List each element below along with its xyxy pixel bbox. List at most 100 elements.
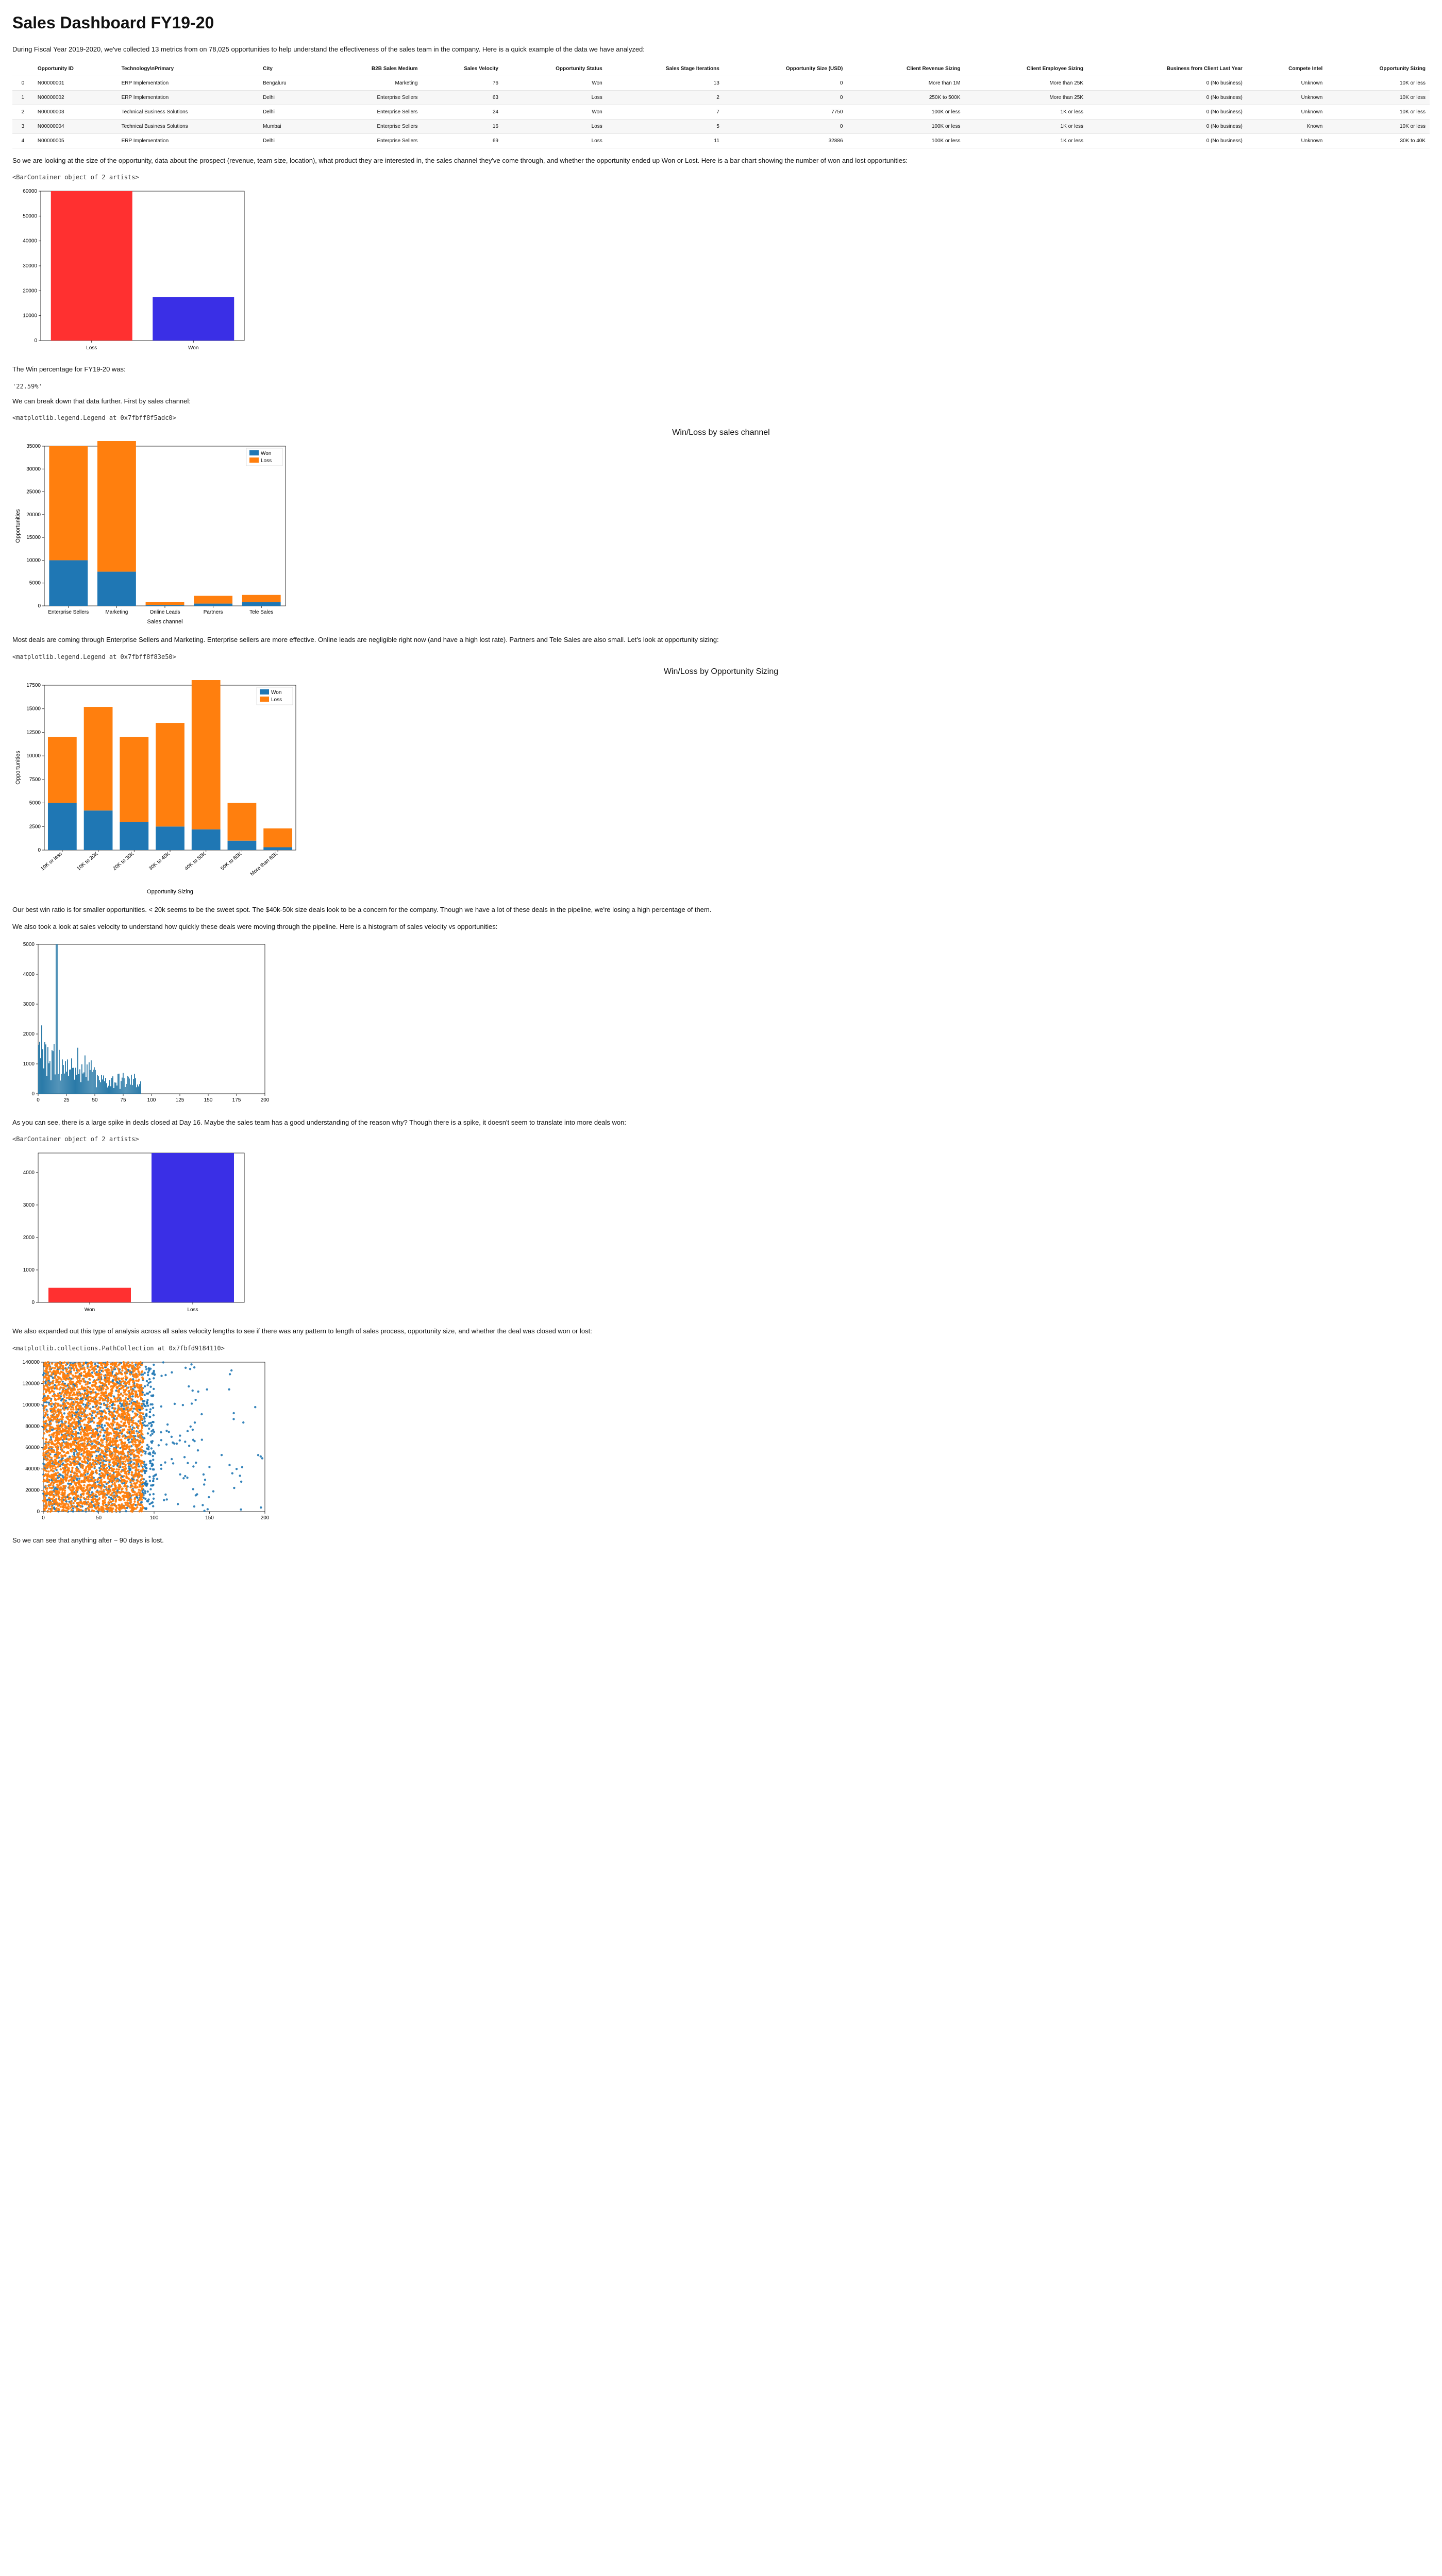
svg-text:0: 0 (38, 603, 41, 609)
table-cell: More than 1M (847, 76, 964, 90)
svg-text:80000: 80000 (25, 1423, 40, 1429)
svg-text:0: 0 (38, 848, 41, 853)
svg-text:3000: 3000 (23, 1202, 35, 1208)
svg-text:Enterprise Sellers: Enterprise Sellers (48, 609, 89, 615)
table-cell: 0 (724, 76, 847, 90)
table-cell: Unknown (1247, 105, 1327, 119)
table-header: Opportunity Status (502, 62, 607, 76)
svg-text:60000: 60000 (25, 1445, 40, 1450)
svg-text:Online Leads: Online Leads (150, 609, 180, 615)
svg-text:200: 200 (261, 1097, 270, 1103)
table-cell: 3 (12, 119, 33, 133)
svg-text:0: 0 (37, 1097, 40, 1103)
svg-text:5000: 5000 (29, 581, 41, 586)
svg-text:30K to 40K: 30K to 40K (148, 851, 171, 871)
repr-chart2: <matplotlib.legend.Legend at 0x7fbff8f5a… (12, 413, 1430, 422)
table-cell: N00000005 (33, 133, 118, 148)
svg-text:50000: 50000 (23, 213, 37, 219)
svg-text:100: 100 (147, 1097, 156, 1103)
svg-text:40K to 50K: 40K to 50K (184, 851, 207, 871)
svg-text:Won: Won (85, 1307, 95, 1313)
svg-text:75: 75 (120, 1097, 126, 1103)
table-cell: N00000001 (33, 76, 118, 90)
table-cell: More than 25K (964, 76, 1087, 90)
repr-chart3: <matplotlib.legend.Legend at 0x7fbff8f83… (12, 652, 1430, 662)
svg-text:0: 0 (34, 338, 37, 344)
table-cell: N00000003 (33, 105, 118, 119)
svg-text:20000: 20000 (23, 288, 37, 294)
table-cell: 0 (724, 119, 847, 133)
table-cell: 0 (No business) (1087, 105, 1247, 119)
table-header: Opportunity Size (USD) (724, 62, 847, 76)
svg-text:12500: 12500 (26, 730, 41, 735)
table-header: Business from Client Last Year (1087, 62, 1247, 76)
svg-text:3000: 3000 (23, 1002, 35, 1007)
sample-data-table: Opportunity IDTechnology\nPrimaryCityB2B… (12, 62, 1430, 148)
svg-text:20000: 20000 (26, 512, 41, 518)
svg-text:Partners: Partners (204, 609, 223, 615)
svg-text:0: 0 (31, 1091, 35, 1097)
para-after-c3b: We also took a look at sales velocity to… (12, 922, 1430, 932)
para-after-c4: As you can see, there is a large spike i… (12, 1117, 1430, 1128)
table-cell: Mumbai (259, 119, 319, 133)
table-cell: 100K or less (847, 119, 964, 133)
svg-text:2000: 2000 (23, 1031, 35, 1037)
win-pct-value: '22.59%' (12, 382, 1430, 391)
svg-text:20000: 20000 (25, 1487, 40, 1493)
svg-text:100: 100 (150, 1515, 159, 1521)
table-cell: 0 (No business) (1087, 90, 1247, 105)
svg-text:100000: 100000 (23, 1402, 40, 1408)
svg-text:50: 50 (92, 1097, 98, 1103)
table-header: B2B Sales Medium (319, 62, 422, 76)
table-cell: 1 (12, 90, 33, 105)
table-cell: 1K or less (964, 105, 1087, 119)
svg-text:Won: Won (271, 690, 281, 696)
table-cell: 32886 (724, 133, 847, 148)
table-header: Client Employee Sizing (964, 62, 1087, 76)
svg-text:35000: 35000 (26, 444, 41, 449)
table-header: Client Revenue Sizing (847, 62, 964, 76)
win-pct-intro: The Win percentage for FY19-20 was: (12, 364, 1430, 375)
svg-text:200: 200 (261, 1515, 270, 1521)
table-cell: 5 (607, 119, 724, 133)
svg-text:0: 0 (37, 1509, 40, 1515)
table-header: City (259, 62, 319, 76)
svg-text:10000: 10000 (26, 557, 41, 563)
table-cell: 0 (12, 76, 33, 90)
svg-text:2000: 2000 (23, 1235, 35, 1241)
table-cell: 2 (607, 90, 724, 105)
table-cell: N00000004 (33, 119, 118, 133)
svg-text:1000: 1000 (23, 1267, 35, 1273)
svg-text:More than 60K: More than 60K (249, 851, 279, 877)
table-cell: 0 (No business) (1087, 133, 1247, 148)
table-cell: Known (1247, 119, 1327, 133)
svg-text:0: 0 (42, 1515, 45, 1521)
svg-text:10K to 20K: 10K to 20K (76, 851, 99, 871)
table-cell: ERP Implementation (118, 90, 259, 105)
table-cell: Unknown (1247, 133, 1327, 148)
table-cell: ERP Implementation (118, 76, 259, 90)
table-header (12, 62, 33, 76)
closing-paragraph: So we can see that anything after ~ 90 d… (12, 1535, 1430, 1546)
table-header: Opportunity ID (33, 62, 118, 76)
svg-text:30000: 30000 (23, 263, 37, 269)
svg-text:Opportunities: Opportunities (15, 509, 21, 543)
table-cell: Won (502, 76, 607, 90)
table-row: 3N00000004Technical Business SolutionsMu… (12, 119, 1430, 133)
table-cell: 100K or less (847, 105, 964, 119)
svg-text:25000: 25000 (26, 489, 41, 495)
table-cell: 7 (607, 105, 724, 119)
svg-text:60000: 60000 (23, 189, 37, 194)
chart3-title: Win/Loss by Opportunity Sizing (12, 666, 1430, 678)
svg-text:40000: 40000 (23, 239, 37, 244)
table-cell: 10K or less (1327, 76, 1430, 90)
table-row: 1N00000002ERP ImplementationDelhiEnterpr… (12, 90, 1430, 105)
table-header: Compete Intel (1247, 62, 1327, 76)
table-cell: Technical Business Solutions (118, 119, 259, 133)
svg-text:50: 50 (96, 1515, 102, 1521)
svg-text:Loss: Loss (187, 1307, 198, 1313)
table-cell: 10K or less (1327, 119, 1430, 133)
chart-scatter: 0200004000060000800001000001200001400000… (12, 1357, 1430, 1527)
page-title: Sales Dashboard FY19-20 (12, 10, 1430, 35)
svg-text:150: 150 (204, 1097, 213, 1103)
